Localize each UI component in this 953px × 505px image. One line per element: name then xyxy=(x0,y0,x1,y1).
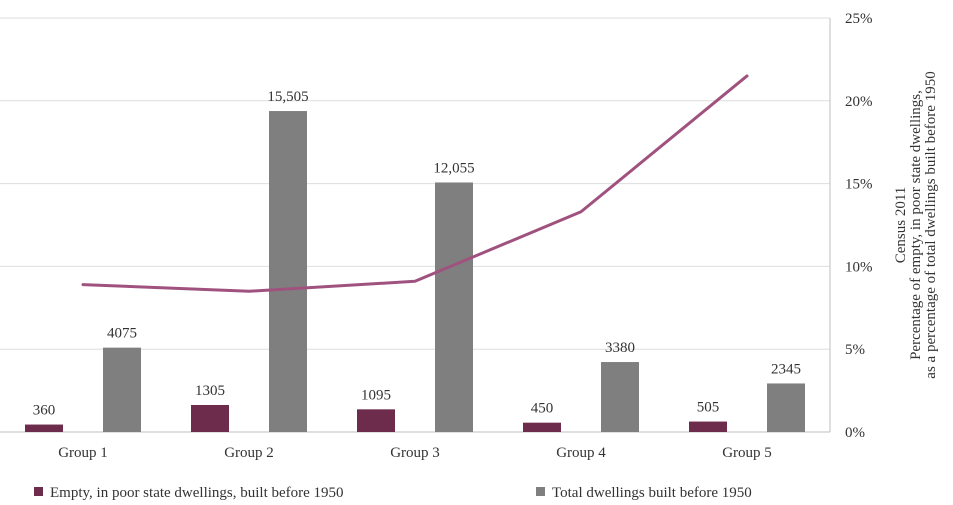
data-label: 505 xyxy=(697,400,720,416)
right-axis-tick-label: 25% xyxy=(845,11,873,27)
x-axis-tick-label: Group 5 xyxy=(722,445,772,461)
data-label: 4075 xyxy=(107,326,137,342)
right-axis-title: Census 2011 Percentage of empty, in poor … xyxy=(893,71,939,378)
data-labels: 360 1305 1095 450 505 4075 15,505 12,055 3380 234… xyxy=(33,89,801,419)
x-axis-tick-label: Group 4 xyxy=(556,445,606,461)
data-label: 1095 xyxy=(361,387,391,403)
x-axis-tick-label: Group 3 xyxy=(390,445,440,461)
right-axis-title-line: Percentage of empty, in poor state dwell… xyxy=(908,90,924,360)
right-axis-title-line: as a percentage of total dwellings built… xyxy=(923,71,939,378)
legend-label: Empty, in poor state dwellings, built be… xyxy=(50,485,344,501)
bar-total-dwellings xyxy=(601,362,639,432)
bar-empty-dwellings xyxy=(357,409,395,432)
data-label: 2345 xyxy=(771,361,801,377)
right-axis-tick-label: 0% xyxy=(845,425,865,441)
legend-swatch xyxy=(536,487,545,496)
legend-label: Total dwellings built before 1950 xyxy=(552,485,752,501)
data-label: 1305 xyxy=(195,383,225,399)
right-axis-tick-label: 15% xyxy=(845,177,873,193)
data-label: 450 xyxy=(531,401,554,417)
x-axis-tick-labels: Group 1 Group 2 Group 3 Group 4 Group 5 xyxy=(58,445,772,461)
data-label: 360 xyxy=(33,403,56,419)
bars xyxy=(25,111,805,432)
data-label: 15,505 xyxy=(267,89,308,105)
bar-empty-dwellings xyxy=(523,422,561,432)
bar-total-dwellings xyxy=(103,347,141,432)
bar-total-dwellings xyxy=(435,182,473,432)
right-axis-tick-label: 20% xyxy=(845,94,873,110)
bar-total-dwellings xyxy=(767,383,805,432)
x-axis-tick-label: Group 1 xyxy=(58,445,108,461)
right-axis-tick-labels: 0% 5% 10% 15% 20% 25% xyxy=(845,11,873,441)
data-label: 12,055 xyxy=(433,160,474,176)
data-label: 3380 xyxy=(605,340,635,356)
percentage-line-path xyxy=(81,74,749,293)
right-axis-tick-label: 10% xyxy=(845,259,873,275)
percentage-line xyxy=(81,74,749,293)
x-axis-tick-label: Group 2 xyxy=(224,445,274,461)
right-axis-tick-label: 5% xyxy=(845,342,865,358)
bar-total-dwellings xyxy=(269,111,307,432)
legend-swatch xyxy=(34,487,43,496)
legend: Empty, in poor state dwellings, built be… xyxy=(34,485,752,501)
bar-empty-dwellings xyxy=(191,404,229,432)
bar-empty-dwellings xyxy=(689,421,727,432)
right-axis-title-line: Census 2011 xyxy=(893,187,909,264)
bar-empty-dwellings xyxy=(25,424,63,432)
